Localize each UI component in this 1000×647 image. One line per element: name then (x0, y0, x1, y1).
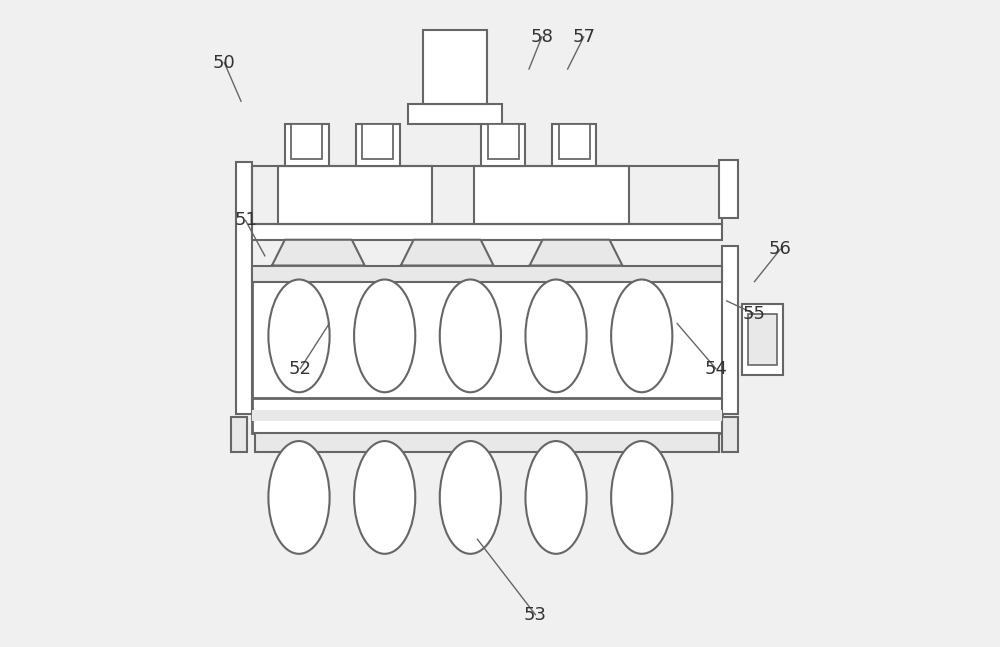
Bar (722, 417, 738, 452)
Bar (252, 265, 722, 281)
Bar (742, 304, 783, 375)
Ellipse shape (268, 441, 330, 554)
Bar (255, 433, 719, 452)
Bar (423, 30, 487, 104)
Ellipse shape (440, 441, 501, 554)
Bar (552, 124, 596, 166)
Text: 55: 55 (743, 305, 766, 323)
Text: 57: 57 (572, 28, 595, 46)
Polygon shape (272, 240, 365, 265)
Bar (719, 160, 738, 218)
Text: 50: 50 (213, 54, 236, 72)
Bar (362, 124, 393, 159)
Bar (356, 124, 400, 166)
Text: 54: 54 (704, 360, 727, 378)
Bar (252, 166, 722, 224)
Text: 51: 51 (234, 212, 257, 230)
Bar (231, 417, 247, 452)
Bar (474, 166, 629, 224)
Text: 58: 58 (530, 28, 553, 46)
Bar (252, 224, 722, 240)
Ellipse shape (525, 280, 587, 392)
Ellipse shape (354, 280, 415, 392)
Text: 53: 53 (524, 606, 547, 624)
Bar (481, 124, 525, 166)
Bar (408, 104, 502, 124)
Bar (252, 398, 722, 433)
Ellipse shape (354, 441, 415, 554)
Ellipse shape (525, 441, 587, 554)
Bar (748, 314, 777, 366)
Text: 52: 52 (289, 360, 312, 378)
Bar (722, 247, 738, 413)
Ellipse shape (611, 441, 672, 554)
Ellipse shape (440, 280, 501, 392)
Bar (278, 166, 432, 224)
Bar (488, 124, 519, 159)
Polygon shape (530, 240, 622, 265)
Bar (252, 265, 722, 400)
Bar (559, 124, 590, 159)
Bar (285, 124, 329, 166)
Polygon shape (401, 240, 494, 265)
Ellipse shape (611, 280, 672, 392)
Bar (236, 162, 252, 413)
Bar (291, 124, 322, 159)
Ellipse shape (268, 280, 330, 392)
Bar (252, 410, 722, 421)
Text: 56: 56 (769, 241, 792, 258)
